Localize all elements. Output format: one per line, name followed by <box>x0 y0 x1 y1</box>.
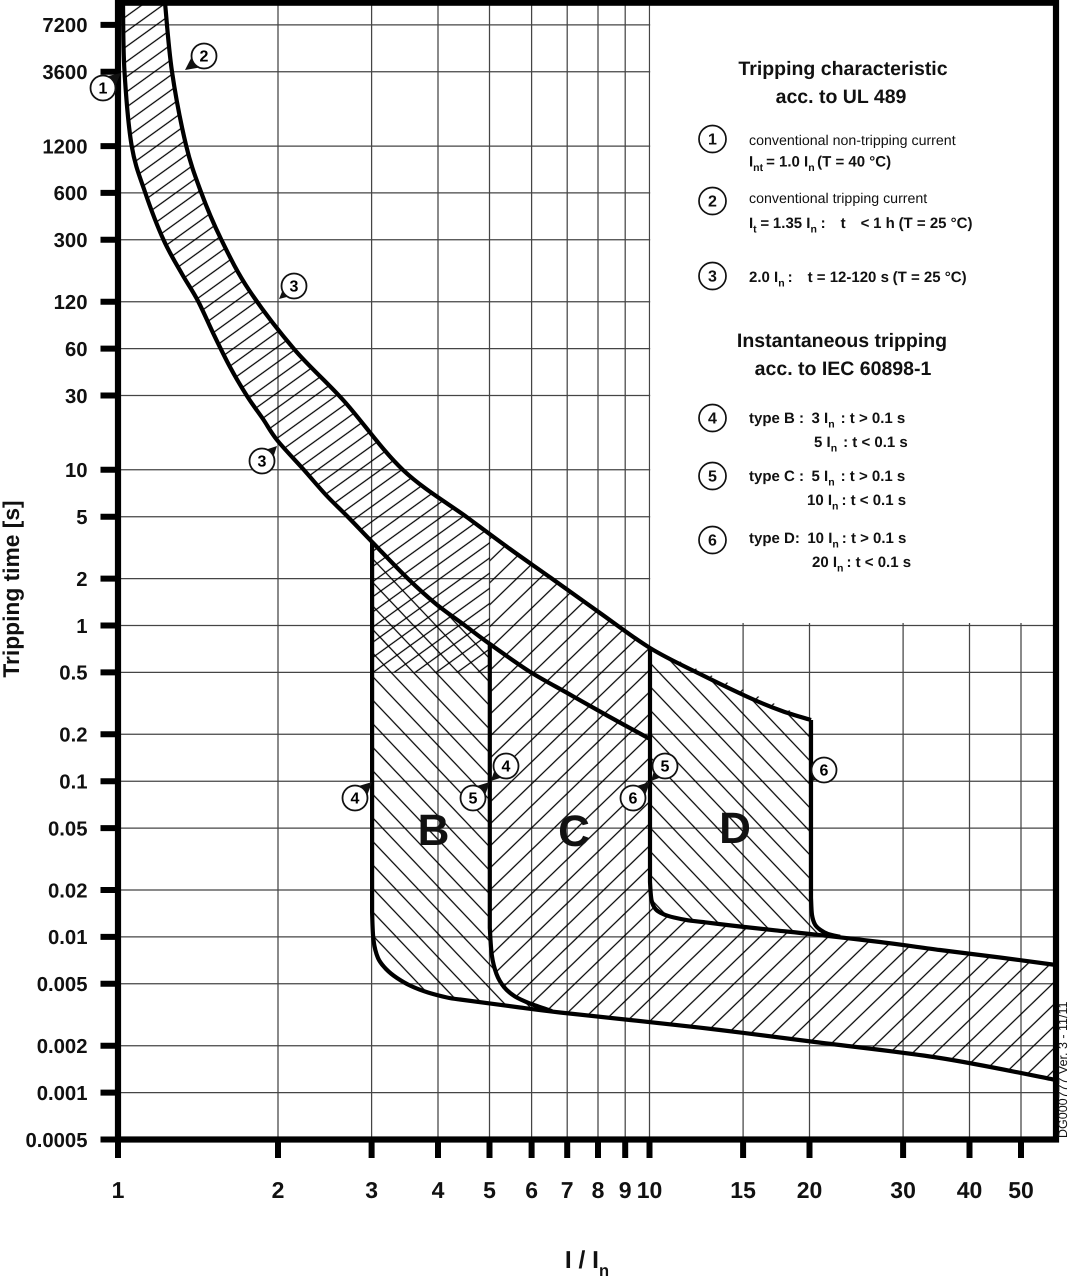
svg-text:4: 4 <box>708 411 717 428</box>
svg-text:It = 1.35 In : t < 1 h (T = 25: It = 1.35 In : t < 1 h (T = 25 °C) <box>749 215 973 236</box>
svg-text:Tripping time [s]: Tripping time [s] <box>0 500 24 677</box>
svg-text:3: 3 <box>708 269 717 286</box>
svg-text:50: 50 <box>1008 1177 1034 1203</box>
svg-text:600: 600 <box>54 183 88 205</box>
svg-text:conventional non-tripping curr: conventional non-tripping current <box>749 133 956 149</box>
svg-text:DG000777 Ver. 3 - 11/11: DG000777 Ver. 3 - 11/11 <box>1056 1002 1070 1138</box>
svg-text:acc. to IEC 60898-1: acc. to IEC 60898-1 <box>755 358 932 380</box>
svg-text:3: 3 <box>365 1177 378 1203</box>
svg-text:1: 1 <box>112 1177 125 1203</box>
svg-text:type B : 3 In : t > 0.1 s: type B : 3 In : t > 0.1 s <box>749 410 905 431</box>
svg-text:2: 2 <box>272 1177 285 1203</box>
svg-text:B: B <box>418 806 450 855</box>
svg-text:0.002: 0.002 <box>37 1036 88 1058</box>
svg-text:0.02: 0.02 <box>48 880 87 902</box>
svg-text:60: 60 <box>65 339 88 361</box>
svg-text:0.01: 0.01 <box>48 927 87 949</box>
svg-text:Tripping characteristic: Tripping characteristic <box>738 58 947 80</box>
svg-text:0.005: 0.005 <box>37 974 88 996</box>
svg-text:6: 6 <box>820 763 829 780</box>
svg-text:1: 1 <box>708 132 717 149</box>
svg-text:acc. to UL 489: acc. to UL 489 <box>776 86 907 108</box>
svg-text:10: 10 <box>637 1177 663 1203</box>
svg-text:0.001: 0.001 <box>37 1083 88 1105</box>
svg-text:4: 4 <box>432 1177 445 1203</box>
svg-text:10 In : t < 0.1 s: 10 In : t < 0.1 s <box>807 492 906 513</box>
svg-text:0.05: 0.05 <box>48 818 87 840</box>
svg-text:9: 9 <box>619 1177 632 1203</box>
svg-text:Instantaneous tripping: Instantaneous tripping <box>737 330 947 352</box>
svg-text:30: 30 <box>890 1177 916 1203</box>
svg-text:5: 5 <box>661 759 670 776</box>
svg-text:20: 20 <box>797 1177 823 1203</box>
svg-text:7: 7 <box>561 1177 574 1203</box>
svg-text:3: 3 <box>258 454 267 471</box>
svg-text:5 In : t < 0.1 s: 5 In : t < 0.1 s <box>814 434 908 455</box>
svg-text:0.1: 0.1 <box>59 772 87 794</box>
svg-text:0.5: 0.5 <box>59 663 87 685</box>
svg-text:type D: 10 In : t > 0.1 s: type D: 10 In : t > 0.1 s <box>749 530 906 551</box>
svg-text:40: 40 <box>957 1177 983 1203</box>
svg-text:6: 6 <box>525 1177 538 1203</box>
svg-text:2: 2 <box>708 194 717 211</box>
svg-text:type C : 5 In : t > 0.1 s: type C : 5 In : t > 0.1 s <box>749 468 905 489</box>
svg-text:300: 300 <box>54 230 88 252</box>
svg-text:120: 120 <box>54 292 88 314</box>
svg-text:10: 10 <box>65 460 88 482</box>
svg-text:5: 5 <box>708 469 717 486</box>
svg-text:2.0 In : t = 12-120 s (T = 25: 2.0 In : t = 12-120 s (T = 25 °C) <box>749 269 967 290</box>
svg-text:4: 4 <box>351 791 360 808</box>
svg-text:30: 30 <box>65 386 88 408</box>
svg-text:6: 6 <box>708 533 717 550</box>
svg-text:2: 2 <box>76 569 87 591</box>
svg-text:20 In : t < 0.1 s: 20 In : t < 0.1 s <box>812 554 911 575</box>
svg-text:Int = 1.0 In (T = 40 °C): Int = 1.0 In (T = 40 °C) <box>749 154 891 175</box>
svg-text:0.0005: 0.0005 <box>25 1130 87 1152</box>
svg-text:2: 2 <box>200 49 209 66</box>
svg-text:15: 15 <box>730 1177 756 1203</box>
svg-text:1200: 1200 <box>42 136 87 158</box>
svg-text:D: D <box>719 804 751 853</box>
svg-text:5: 5 <box>76 507 87 529</box>
svg-text:0.2: 0.2 <box>59 725 87 747</box>
svg-text:3: 3 <box>290 279 299 296</box>
svg-text:1: 1 <box>99 81 108 98</box>
svg-text:5: 5 <box>469 791 478 808</box>
svg-text:5: 5 <box>483 1177 496 1203</box>
svg-text:8: 8 <box>592 1177 605 1203</box>
svg-text:4: 4 <box>502 759 511 776</box>
svg-text:3600: 3600 <box>42 62 87 84</box>
svg-text:1: 1 <box>76 616 87 638</box>
svg-text:C: C <box>558 807 590 856</box>
svg-text:7200: 7200 <box>42 15 87 37</box>
svg-text:6: 6 <box>629 791 638 808</box>
svg-text:conventional tripping current: conventional tripping current <box>749 191 927 207</box>
